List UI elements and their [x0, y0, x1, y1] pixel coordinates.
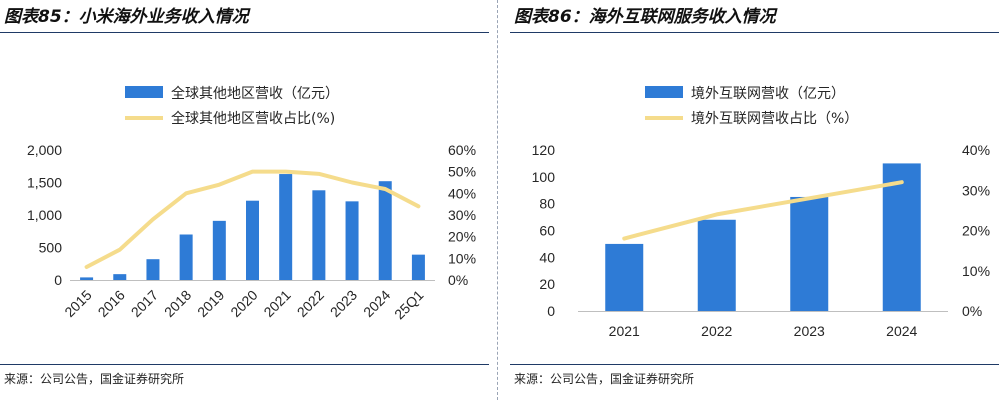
- left-chart: 全球其他地区营收（亿元） 全球其他地区营收占比(%) 0 500 1,000 1,500 2…: [27, 85, 476, 323]
- left-axis-tick-label: 40: [539, 249, 555, 265]
- left-axis-tick-label: 20: [539, 276, 555, 292]
- left-chart-title: 图表85：小米海外业务收入情况: [4, 7, 249, 27]
- x-axis-tick-label: 2020: [227, 287, 260, 320]
- right-axis-tick-label: 10%: [962, 263, 990, 279]
- bar-2022: [312, 190, 326, 280]
- left-axis-tick-label: 1,500: [27, 175, 62, 191]
- x-axis-tick-label: 2017: [128, 287, 161, 320]
- share-line: [622, 180, 904, 241]
- bar-2024: [378, 181, 392, 280]
- x-axis-tick-label: 2024: [360, 287, 393, 320]
- right-axis-tick-label: 20%: [448, 229, 476, 245]
- x-axis-tick-label: 2024: [886, 323, 917, 339]
- right-source-note: 来源：公司公告，国金证券研究所: [514, 372, 695, 386]
- right-axis-tick-label: 30%: [448, 207, 476, 223]
- left-source-note: 来源：公司公告，国金证券研究所: [4, 372, 185, 386]
- bar-2023: [790, 196, 829, 311]
- x-axis-tick-label: 2021: [260, 287, 293, 320]
- bar-2020: [246, 200, 259, 280]
- right-axis-tick-label: 0%: [448, 272, 468, 288]
- right-source-rule: [510, 364, 999, 365]
- bar-2015: [80, 277, 94, 280]
- legend-bar-label: 全球其他地区营收（亿元）: [171, 85, 339, 102]
- x-axis-tick-label: 2018: [161, 287, 194, 320]
- x-axis-tick-label: 2023: [794, 323, 825, 339]
- panel-divider: [497, 0, 498, 400]
- left-axis-tick-label: 1,000: [27, 207, 62, 223]
- left-source-rule: [0, 364, 489, 365]
- right-axis-tick-label: 20%: [962, 223, 990, 239]
- bar-2023: [345, 201, 359, 280]
- bar-2021: [279, 174, 293, 280]
- bar-2021: [605, 243, 644, 311]
- right-chart-panel: 图表86：海外互联网服务收入情况 境外互联网营收（亿元） 境外互联网营收占比（%）…: [510, 0, 999, 400]
- right-axis-tick-label: 60%: [448, 142, 476, 158]
- bar-2016: [113, 274, 127, 280]
- left-title-rule: [0, 32, 489, 33]
- right-title-rule: [510, 32, 999, 33]
- right-axis-tick-label: 30%: [962, 182, 990, 198]
- x-axis-tick-label: 25Q1: [391, 287, 427, 323]
- x-axis-tick-label: 2022: [701, 323, 732, 339]
- right-axis-tick-label: 40%: [962, 142, 990, 158]
- left-axis-tick-label: 2,000: [27, 142, 62, 158]
- left-chart-panel: 图表85：小米海外业务收入情况 全球其他地区营收（亿元） 全球其他地区营收占比(%…: [0, 0, 489, 400]
- right-axis-tick-label: 10%: [448, 250, 476, 266]
- right-axis-tick-label: 40%: [448, 185, 476, 201]
- share-line: [84, 169, 421, 269]
- bar-2019: [212, 220, 226, 280]
- bar-2024: [882, 163, 921, 311]
- legend-line-label: 境外互联网营收占比（%）: [691, 111, 858, 127]
- legend-bar-swatch: [125, 86, 163, 98]
- bar-2018: [179, 234, 193, 280]
- x-axis-tick-label: 2023: [327, 287, 360, 320]
- legend-line-label: 全球其他地区营收占比(%): [171, 110, 335, 127]
- bar-2022: [697, 219, 736, 311]
- legend-bar-swatch: [645, 86, 683, 98]
- left-axis-tick-label: 0: [547, 303, 555, 319]
- x-axis-tick-label: 2019: [194, 287, 227, 320]
- x-axis-tick-label: 2022: [294, 287, 327, 320]
- right-axis-tick-label: 0%: [962, 303, 982, 319]
- right-chart: 境外互联网营收（亿元） 境外互联网营收占比（%） 0 20 40 60 80 100 120 0%…: [532, 86, 990, 339]
- left-axis-tick-label: 500: [39, 240, 63, 256]
- left-axis-tick-label: 60: [539, 223, 555, 239]
- right-chart-title: 图表86：海外互联网服务收入情况: [514, 7, 776, 27]
- x-axis-tick-label: 2016: [95, 287, 128, 320]
- left-axis-tick-label: 100: [532, 169, 556, 185]
- x-axis-tick-label: 2021: [609, 323, 640, 339]
- left-axis-tick-label: 0: [54, 272, 62, 288]
- bar-25Q1: [411, 254, 425, 280]
- left-axis-tick-label: 80: [539, 196, 555, 212]
- x-axis-tick-label: 2015: [61, 287, 94, 320]
- left-axis-tick-label: 120: [532, 142, 556, 158]
- legend-bar-label: 境外互联网营收（亿元）: [691, 86, 845, 102]
- right-axis-tick-label: 50%: [448, 164, 476, 180]
- bar-2017: [146, 259, 160, 280]
